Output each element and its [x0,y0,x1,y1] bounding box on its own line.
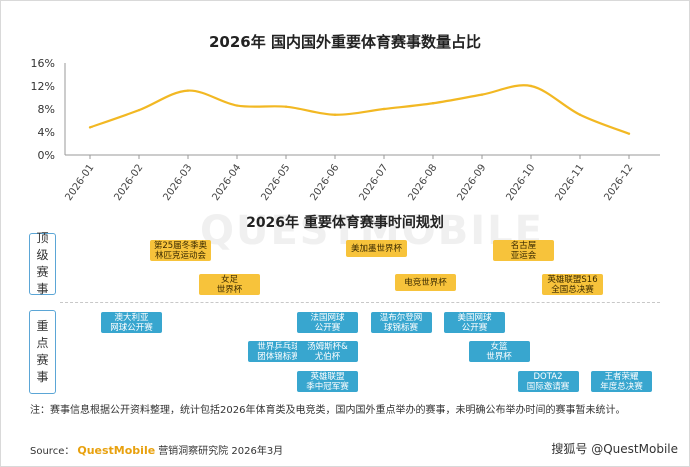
event-bar: 世界乒乓球 团体锦标赛 [248,341,309,362]
event-bar: 澳大利亚 网球公开赛 [101,312,162,333]
footnote: 注：赛事信息根据公开资料整理，统计包括2026年体育类及电竞类，国内国外重点举办… [30,405,626,416]
x-tick-label: 2026-03 [161,162,194,203]
category-label: 顶级赛事 [36,231,49,296]
category-top-events: 顶级赛事 [29,231,56,296]
x-tick-label: 2026-11 [553,162,586,203]
brand-logo-text: QuestMobile [77,444,156,457]
source-text: 营销洞察研究院 2026年3月 [158,446,284,457]
event-bar: 第25届冬季奥 林匹克运动会 [150,240,211,261]
source-label: Source： [30,446,75,457]
credit: 搜狐号 @QuestMobile [551,442,678,456]
data-point [137,108,141,112]
event-bar: 美加墨世界杯 [346,240,407,257]
y-tick-label: 4% [38,126,55,139]
event-bar: 英雄联盟S16 全国总决赛 [542,274,603,295]
data-point [333,113,337,116]
event-bar: 法国网球 公开赛 [297,312,358,333]
data-point [88,126,92,129]
x-tick-label: 2026-06 [308,162,341,203]
event-bar: 英雄联盟 季中冠军赛 [297,371,358,392]
data-point [235,104,239,107]
x-tick-label: 2026-10 [504,162,537,203]
data-point [186,89,190,92]
y-tick-label: 16% [31,57,55,70]
data-point [431,102,435,105]
event-bar: 汤姆斯杯& 尤伯杯 [297,341,358,362]
category-key-events: 重点赛事 [29,310,56,394]
y-tick-label: 0% [38,149,55,162]
section-divider [60,302,660,303]
data-point [382,107,386,111]
schedule-title: 2026年 重要体育赛事时间规划 [246,215,444,231]
event-bar: 美国网球 公开赛 [444,312,505,333]
series-line [89,84,630,135]
x-tick-label: 2026-01 [63,162,96,203]
data-point [480,93,484,96]
event-bar: DOTA2 国际邀请赛 [517,371,579,392]
event-bar: 女足 世界杯 [199,274,260,295]
event-bar: 女篮 世界杯 [468,341,530,362]
x-tick-label: 2026-07 [357,162,390,203]
y-tick-label: 8% [38,103,55,116]
data-point [284,105,288,108]
event-bar: 王者荣耀 年度总决赛 [591,371,652,392]
category-label: 重点赛事 [36,319,49,384]
x-tick-label: 2026-12 [602,162,635,203]
event-bar: 温布尔登网 球锦标赛 [370,312,432,333]
line-chart: 0% 4% 8% 12% 16% 2026-01 2026-02 2026-03 2026-04… [31,57,660,203]
event-bar: 名古屋 亚运会 [493,240,554,261]
x-tick-label: 2026-05 [259,162,292,203]
source-line: Source： QuestMobile 营销洞察研究院 2026年3月 [30,442,283,457]
data-point [627,132,631,135]
y-tick-label: 12% [31,80,55,93]
x-tick-label: 2026-08 [406,162,439,203]
x-tick-label: 2026-02 [112,162,145,203]
x-tick-label: 2026-09 [455,162,488,203]
event-bar: 电竞世界杯 [395,274,456,291]
line-chart-title: 2026年 国内国外重要体育赛事数量占比 [209,33,481,51]
x-tick-label: 2026-04 [210,162,243,203]
data-point [578,113,582,116]
data-point [529,84,533,88]
